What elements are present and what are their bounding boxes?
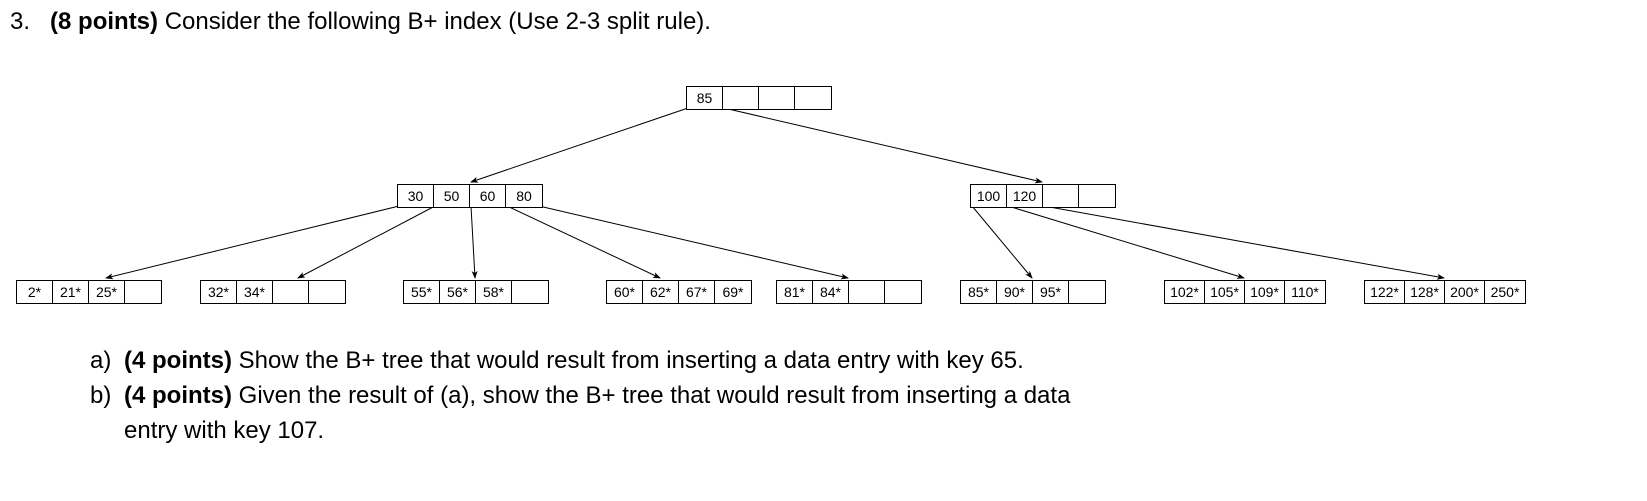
btree-node-cell: 50	[434, 185, 470, 207]
subquestion-b-points: (4 points)	[124, 382, 232, 409]
subquestion-b-text-line2: entry with key 107.	[124, 414, 1070, 449]
tree-edge	[471, 108, 688, 182]
btree-node-cell: 55*	[404, 281, 440, 303]
question-prompt: Consider the following B+ index (Use 2-3…	[165, 8, 711, 35]
tree-edge	[507, 206, 660, 278]
tree-edge	[106, 206, 399, 278]
subquestion-a-text: Show the B+ tree that would result from …	[232, 347, 1024, 374]
tree-edge	[972, 206, 1032, 278]
btree-leaf-node: 85*90*95*	[960, 280, 1106, 304]
btree-leaf-node: 122*128*200*250*	[1364, 280, 1526, 304]
btree-node-cell	[309, 281, 345, 303]
btree-node-cell: 34*	[237, 281, 273, 303]
tree-edge	[471, 206, 475, 278]
subquestion-a: a) (4 points) Show the B+ tree that woul…	[90, 344, 1070, 379]
subquestion-list: a) (4 points) Show the B+ tree that woul…	[90, 344, 1070, 448]
btree-node-cell: 200*	[1445, 281, 1485, 303]
page-root: 3. (8 points) Consider the following B+ …	[0, 0, 1647, 501]
btree-node-cell: 120	[1007, 185, 1043, 207]
btree-node-cell	[1079, 185, 1115, 207]
btree-node-cell	[1043, 185, 1079, 207]
question-number: 3.	[10, 8, 30, 35]
btree-node-cell	[273, 281, 309, 303]
tree-edge	[724, 108, 1042, 182]
btree-node-cell	[125, 281, 161, 303]
question-line: 3. (8 points) Consider the following B+ …	[10, 6, 711, 37]
btree-node-cell: 67*	[679, 281, 715, 303]
btree-node-cell: 21*	[53, 281, 89, 303]
btree-node-cell: 56*	[440, 281, 476, 303]
btree-leaf-node: 81*84*	[776, 280, 922, 304]
subquestion-b-text-line1: Given the result of (a), show the B+ tre…	[232, 382, 1070, 409]
btree-node-cell: 109*	[1245, 281, 1285, 303]
btree-node-cell: 32*	[201, 281, 237, 303]
btree-node-cell: 80	[506, 185, 542, 207]
btree-node-cell: 25*	[89, 281, 125, 303]
btree-node-cell: 85	[687, 87, 723, 109]
btree-node-cell: 122*	[1365, 281, 1405, 303]
btree-node-cell	[512, 281, 548, 303]
subquestion-a-label: a)	[90, 344, 124, 379]
tree-edge	[1008, 206, 1244, 278]
question-points: (8 points)	[50, 8, 158, 35]
btree-node-cell: 90*	[997, 281, 1033, 303]
btree-node-cell: 30	[398, 185, 434, 207]
tree-edge	[298, 206, 435, 278]
btree-node-cell	[1069, 281, 1105, 303]
btree-node-cell: 85*	[961, 281, 997, 303]
btree-node-cell	[849, 281, 885, 303]
tree-edge	[539, 206, 848, 278]
btree-node-cell	[885, 281, 921, 303]
btree-node-cell: 110*	[1285, 281, 1325, 303]
btree-leaf-node: 102*105*109*110*	[1164, 280, 1326, 304]
btree-node-cell: 62*	[643, 281, 679, 303]
btree-node-cell: 84*	[813, 281, 849, 303]
btree-leaf-node: 55*56*58*	[403, 280, 549, 304]
btree-node-cell: 250*	[1485, 281, 1525, 303]
btree-node-cell: 102*	[1165, 281, 1205, 303]
btree-node-cell: 60*	[607, 281, 643, 303]
btree-leaf-node: 2*21*25*	[16, 280, 162, 304]
subquestion-a-points: (4 points)	[124, 347, 232, 374]
subquestion-b-label: b)	[90, 379, 124, 449]
btree-node-cell: 60	[470, 185, 506, 207]
btree-node-cell: 58*	[476, 281, 512, 303]
btree-node-cell: 128*	[1405, 281, 1445, 303]
btree-node-cell	[795, 87, 831, 109]
btree-node-cell: 100	[971, 185, 1007, 207]
btree-node-cell: 81*	[777, 281, 813, 303]
btree-node-cell: 2*	[17, 281, 53, 303]
btree-node-cell: 105*	[1205, 281, 1245, 303]
tree-edge	[1044, 206, 1444, 278]
btree-leaf-node: 32*34*	[200, 280, 346, 304]
btree-node-cell: 69*	[715, 281, 751, 303]
btree-node-cell	[723, 87, 759, 109]
subquestion-b: b) (4 points) Given the result of (a), s…	[90, 379, 1070, 449]
btree-node-cell	[759, 87, 795, 109]
btree-leaf-node: 60*62*67*69*	[606, 280, 752, 304]
btree-internal-node: 30506080	[397, 184, 543, 208]
btree-node-cell: 95*	[1033, 281, 1069, 303]
btree-internal-node: 100120	[970, 184, 1116, 208]
btree-root-node: 85	[686, 86, 832, 110]
